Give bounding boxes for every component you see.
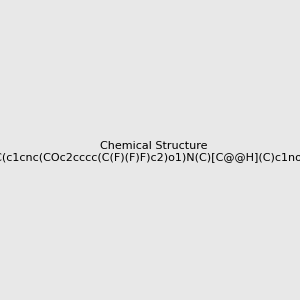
Text: Chemical Structure
O=C(c1cnc(COc2cccc(C(F)(F)F)c2)o1)N(C)[C@@H](C)c1noc=c1: Chemical Structure O=C(c1cnc(COc2cccc(C(… (0, 141, 300, 162)
